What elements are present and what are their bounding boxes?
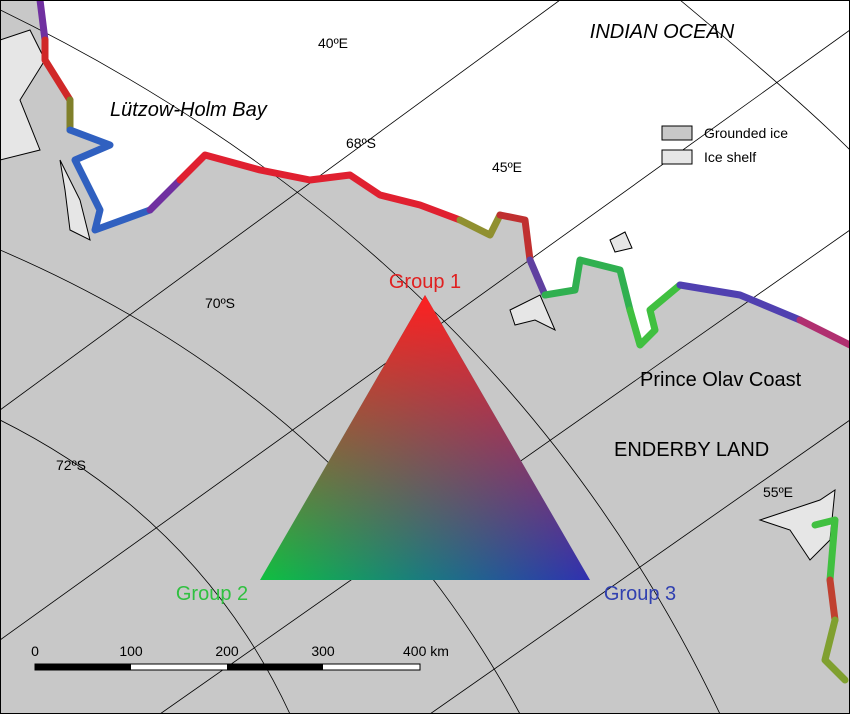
scale-label: 0 [31, 643, 39, 659]
legend-label: Ice shelf [704, 149, 756, 165]
ternary-label: Group 1 [389, 271, 461, 293]
scale-label: 100 [119, 643, 143, 659]
legend-swatch [661, 125, 693, 141]
graticule-label: 68ºS [346, 135, 376, 151]
ice-shelf [509, 294, 556, 332]
coast-label: Prince Olav Coast [640, 369, 802, 391]
ice-shelf [59, 159, 91, 241]
ocean-label: INDIAN OCEAN [590, 21, 735, 43]
graticule-label: 55ºE [763, 484, 793, 500]
scale-label: 200 [215, 643, 239, 659]
coastline [36, 0, 850, 684]
legend-swatch [661, 149, 693, 165]
ternary-triangle [260, 295, 590, 580]
ice-shelf [609, 231, 633, 253]
graticule-label: 70ºS [205, 295, 235, 311]
scale-bar [34, 663, 421, 671]
scale-label: 300 [311, 643, 335, 659]
ternary-label: Group 3 [604, 583, 676, 605]
graticule-label: 40ºE [318, 35, 348, 51]
graticule-label: 45ºE [492, 159, 522, 175]
graticule-label: 72ºS [56, 457, 86, 473]
ternary-label: Group 2 [176, 583, 248, 605]
legend-label: Grounded ice [704, 125, 788, 141]
ice-shelf [0, 29, 46, 161]
scale-label: 400 km [403, 643, 449, 659]
land-label: ENDERBY LAND [614, 439, 769, 461]
bay-label: Lützow-Holm Bay [110, 99, 268, 121]
